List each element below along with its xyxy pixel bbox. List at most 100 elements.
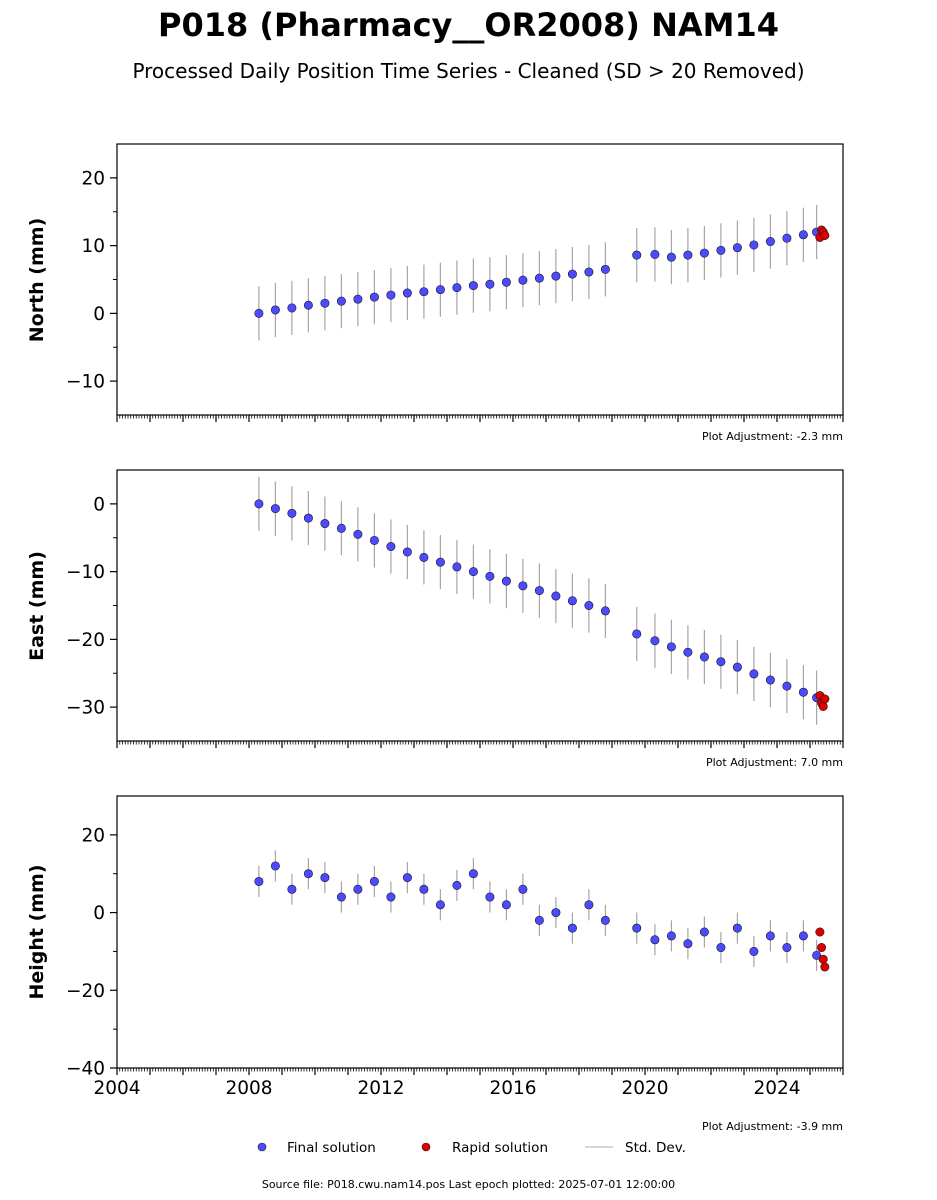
north-final-point bbox=[732, 243, 742, 253]
east-final-point bbox=[567, 596, 577, 606]
east-final-point bbox=[353, 529, 363, 539]
east-final-point bbox=[435, 557, 445, 567]
legend-rapid-label: Rapid solution bbox=[452, 1140, 548, 1156]
height-final-point bbox=[320, 873, 330, 883]
height-plot-adjustment: Plot Adjustment: -3.9 mm bbox=[702, 1120, 843, 1133]
north-final-point bbox=[320, 298, 330, 308]
north-panel: North (mm) Plot Adjustment: -2.3 mm −10 0… bbox=[26, 143, 844, 443]
height-final-point bbox=[632, 923, 642, 933]
north-final-point bbox=[716, 245, 726, 255]
height-final-point bbox=[254, 876, 264, 886]
east-panel: East (mm) Plot Adjustment: 7.0 mm −30 −20… bbox=[26, 469, 844, 769]
north-final-point bbox=[782, 233, 792, 243]
height-final-point bbox=[600, 915, 610, 925]
legend: Final solution Rapid solution Std. Dev. bbox=[257, 1140, 686, 1156]
north-final-point bbox=[798, 230, 808, 240]
east-final-point bbox=[270, 504, 280, 514]
north-y-tick-label: 20 bbox=[81, 168, 105, 189]
legend-sd-label: Std. Dev. bbox=[625, 1140, 686, 1156]
east-final-point bbox=[254, 499, 264, 509]
north-final-point bbox=[386, 290, 396, 300]
east-final-point bbox=[452, 562, 462, 572]
east-rapid-point bbox=[818, 701, 828, 711]
height-y-tick-label: 20 bbox=[81, 825, 105, 846]
source-file-note: Source file: P018.cwu.nam14.pos Last epo… bbox=[262, 1178, 675, 1191]
north-final-point bbox=[501, 277, 511, 287]
height-x-tick-label: 2008 bbox=[225, 1078, 272, 1099]
height-x-tick-label: 2020 bbox=[621, 1078, 668, 1099]
north-final-point bbox=[435, 285, 445, 295]
height-final-point bbox=[812, 950, 822, 960]
north-final-point bbox=[534, 273, 544, 283]
height-final-point bbox=[716, 943, 726, 953]
north-final-point bbox=[632, 250, 642, 260]
east-y-tick-label: −10 bbox=[66, 562, 105, 583]
height-final-point bbox=[386, 892, 396, 902]
east-rapid-point bbox=[820, 694, 830, 704]
height-rapid-point bbox=[817, 943, 827, 953]
north-final-point bbox=[254, 308, 264, 318]
east-plot-area bbox=[254, 476, 830, 725]
east-final-point bbox=[683, 647, 693, 657]
north-plot-adjustment: Plot Adjustment: -2.3 mm bbox=[702, 430, 843, 443]
east-final-point bbox=[320, 519, 330, 529]
north-final-point bbox=[353, 294, 363, 304]
east-final-point bbox=[666, 642, 676, 652]
chart-title: P018 (Pharmacy__OR2008) NAM14 bbox=[158, 6, 779, 44]
north-final-point bbox=[683, 250, 693, 260]
height-rapid-point bbox=[820, 962, 830, 972]
north-final-point bbox=[567, 269, 577, 279]
north-final-point bbox=[402, 288, 412, 298]
chart-subtitle: Processed Daily Position Time Series - C… bbox=[132, 59, 804, 83]
north-final-point bbox=[666, 252, 676, 262]
height-final-point bbox=[336, 892, 346, 902]
east-final-point bbox=[303, 513, 313, 523]
east-y-tick-label: −30 bbox=[66, 698, 105, 719]
north-final-point bbox=[749, 240, 759, 250]
height-final-point bbox=[353, 884, 363, 894]
height-final-point bbox=[435, 900, 445, 910]
north-final-point bbox=[419, 287, 429, 297]
height-final-point bbox=[534, 915, 544, 925]
north-plot-area bbox=[254, 204, 830, 341]
east-y-tick-label: 0 bbox=[93, 494, 105, 515]
height-final-point bbox=[749, 946, 759, 956]
height-axes-frame bbox=[116, 795, 844, 1069]
height-final-point bbox=[501, 900, 511, 910]
height-final-point bbox=[567, 923, 577, 933]
height-x-tick-label: 2024 bbox=[753, 1078, 800, 1099]
east-final-point bbox=[584, 600, 594, 610]
north-final-point bbox=[485, 279, 495, 289]
height-final-point bbox=[402, 873, 412, 883]
east-final-point bbox=[798, 687, 808, 697]
height-final-point bbox=[287, 884, 297, 894]
north-final-point bbox=[270, 305, 280, 315]
height-final-point bbox=[699, 927, 709, 937]
north-axis-label: North (mm) bbox=[26, 218, 48, 343]
east-final-point bbox=[716, 657, 726, 667]
east-final-point bbox=[534, 586, 544, 596]
height-y-tick-label: 0 bbox=[93, 903, 105, 924]
height-final-point bbox=[270, 861, 280, 871]
height-rapid-point bbox=[818, 954, 828, 964]
north-y-tick-label: 0 bbox=[93, 304, 105, 325]
north-rapid-point bbox=[820, 230, 830, 240]
height-y-tick-label: −20 bbox=[66, 981, 105, 1002]
east-final-point bbox=[419, 552, 429, 562]
east-final-point bbox=[551, 591, 561, 601]
height-final-point bbox=[732, 923, 742, 933]
north-final-point bbox=[765, 237, 775, 247]
east-final-point bbox=[765, 675, 775, 685]
height-final-point bbox=[485, 892, 495, 902]
east-final-point bbox=[402, 547, 412, 557]
height-final-point bbox=[419, 884, 429, 894]
height-rapid-point bbox=[815, 927, 825, 937]
north-y-tick-label: −10 bbox=[66, 372, 105, 393]
legend-final-label: Final solution bbox=[287, 1140, 376, 1156]
height-final-point bbox=[518, 884, 528, 894]
height-final-point bbox=[683, 939, 693, 949]
height-final-point bbox=[468, 869, 478, 879]
height-panel: Height (mm) Plot Adjustment: -3.9 mm −40… bbox=[26, 795, 844, 1133]
east-final-point bbox=[468, 567, 478, 577]
